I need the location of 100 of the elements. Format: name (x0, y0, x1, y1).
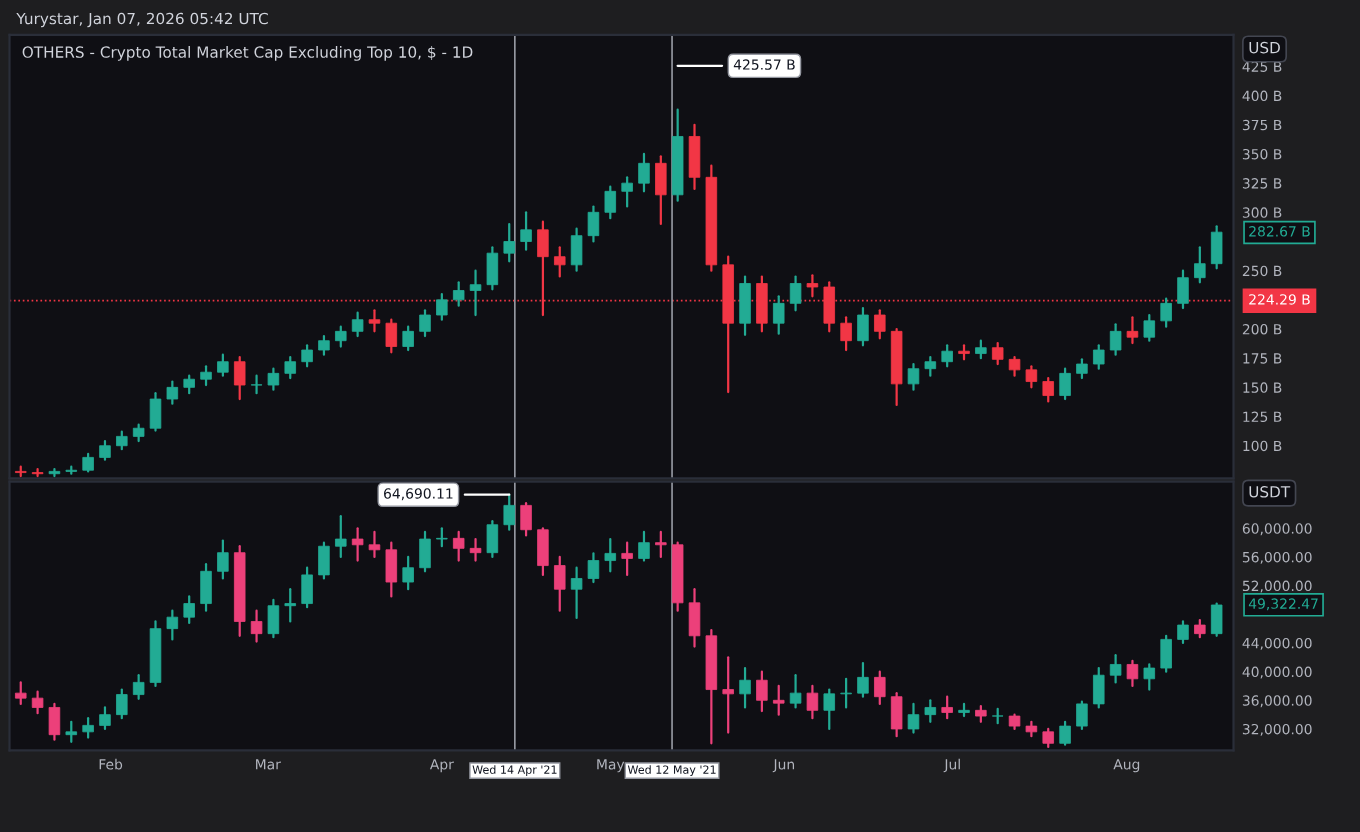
candlestick (1210, 602, 1223, 637)
candlestick (1076, 700, 1088, 731)
candlestick (638, 152, 650, 193)
candlestick (166, 609, 179, 641)
candlestick (267, 367, 280, 391)
candlestick (436, 292, 448, 321)
candlestick (941, 344, 953, 368)
candlestick (301, 566, 313, 609)
candlestick (941, 695, 953, 720)
candlestick (469, 269, 482, 317)
candlestick (469, 537, 482, 562)
candlestick (385, 318, 398, 354)
candlestick (840, 677, 852, 709)
candlestick (890, 692, 903, 738)
candlestick (722, 656, 734, 734)
candlestick (217, 539, 229, 580)
candlestick (15, 681, 27, 705)
candlestick (907, 362, 920, 391)
candlestick (452, 281, 465, 307)
candlestick (1059, 720, 1071, 746)
candlestick (486, 246, 499, 291)
candlestick (419, 530, 431, 573)
candlestick (1177, 620, 1189, 645)
candlestick (874, 670, 886, 705)
candlestick (688, 588, 701, 648)
candlestick (772, 684, 785, 716)
candlestick (1093, 344, 1105, 370)
candlestick (655, 530, 667, 559)
candlestick (857, 306, 869, 347)
candlestick (1109, 654, 1122, 684)
candlestick (1008, 355, 1021, 377)
candlestick (840, 316, 852, 352)
candlestick (907, 702, 920, 734)
candlestick (789, 674, 802, 709)
candlestick (924, 699, 937, 723)
candlestick (1076, 358, 1088, 380)
candlestick (284, 588, 297, 623)
candlestick (183, 595, 195, 625)
candlestick (132, 674, 145, 700)
candlestick (587, 205, 600, 243)
candlestick (233, 355, 246, 401)
candlestick (806, 274, 819, 298)
candlestick (486, 520, 499, 559)
candlestick (806, 684, 819, 720)
candlestick (1042, 376, 1054, 403)
candlestick (351, 527, 364, 562)
candlestick (739, 666, 751, 709)
candlestick (116, 688, 128, 720)
candlestick (402, 555, 414, 591)
candlestick (1194, 246, 1206, 284)
candlestick (537, 527, 549, 576)
candlestick (335, 515, 347, 559)
candlestick (924, 355, 937, 377)
candlestick (99, 706, 111, 731)
candlestick (200, 563, 212, 612)
candlestick (335, 325, 347, 348)
candlestick (789, 275, 802, 312)
candlestick (1093, 666, 1105, 709)
candlestick (166, 380, 179, 405)
candlestick (452, 530, 465, 562)
candlestick (1177, 269, 1189, 310)
candlestick (250, 374, 263, 395)
candlestick (554, 555, 566, 612)
candlestick (655, 155, 667, 226)
candlestick (402, 325, 414, 352)
candlestick (772, 295, 785, 335)
candlestick (638, 530, 650, 562)
candlestick (1160, 297, 1172, 328)
candlestick (587, 552, 600, 584)
candlestick (570, 566, 583, 619)
candlestick (301, 344, 313, 368)
candlestick (250, 609, 263, 643)
candlestick (857, 661, 869, 698)
candlestick (82, 717, 94, 739)
candlestick (604, 537, 617, 573)
candlestick (503, 222, 515, 263)
candlestick (1126, 659, 1139, 688)
candlestick (385, 541, 398, 598)
candlestick (1059, 367, 1071, 401)
candlestick (1210, 225, 1223, 270)
candlestick (318, 541, 330, 580)
candlestick (65, 720, 78, 743)
candlestick (419, 309, 431, 338)
candlestick (1143, 313, 1156, 342)
candlestick (874, 309, 886, 340)
candlestick (604, 185, 617, 220)
candlestick (351, 311, 364, 338)
candlestick (149, 392, 162, 432)
candlestick (823, 688, 836, 731)
candlestick (31, 690, 44, 715)
candlestick (621, 176, 633, 208)
candlestick (520, 502, 532, 537)
candlestick (200, 365, 212, 387)
candlestick (284, 355, 297, 380)
candlestick (756, 670, 768, 713)
candlestick (1109, 323, 1122, 356)
candlestick (217, 353, 229, 377)
candlestick (520, 211, 532, 251)
candlestick (436, 527, 448, 548)
candlestick (991, 341, 1004, 366)
